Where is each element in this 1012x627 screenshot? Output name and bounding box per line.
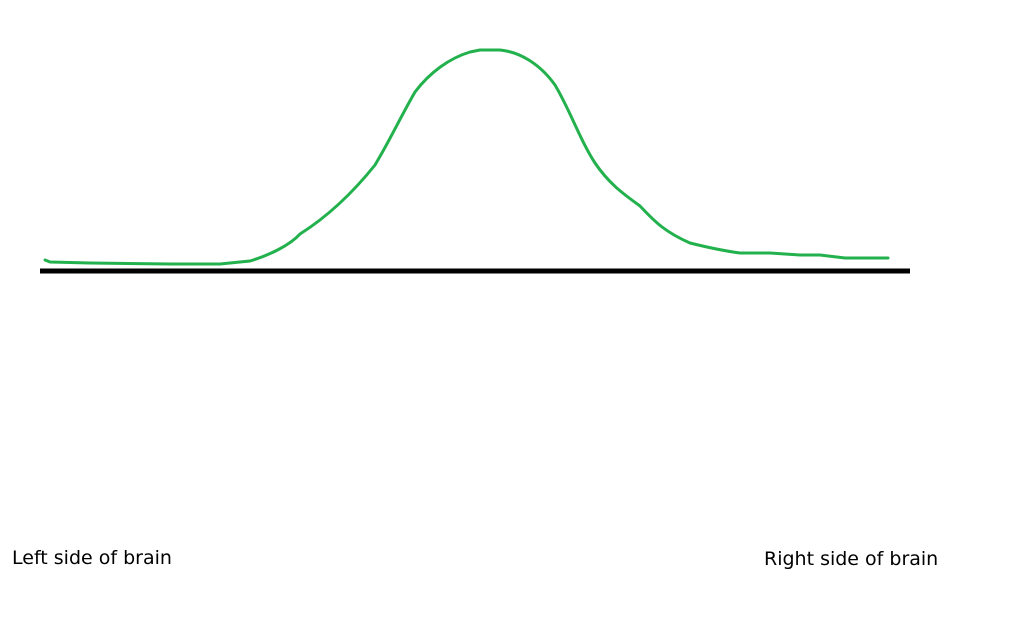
left-side-label: Left side of brain — [12, 547, 172, 569]
right-side-label: Right side of brain — [764, 548, 939, 570]
bell-curve — [43, 48, 890, 266]
